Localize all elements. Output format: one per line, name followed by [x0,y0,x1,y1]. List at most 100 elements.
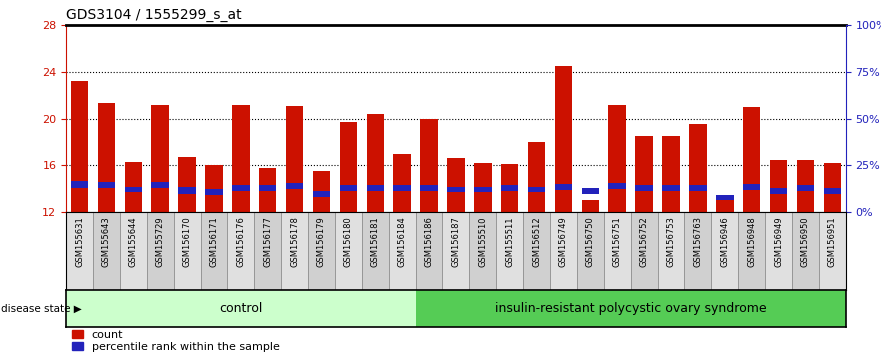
Bar [770,160,788,212]
Bar [389,212,416,290]
Bar [285,183,303,189]
Text: insulin-resistant polycystic ovary syndrome: insulin-resistant polycystic ovary syndr… [495,302,766,315]
Bar [308,212,335,290]
Bar [738,212,765,290]
Bar [232,185,249,191]
Text: GSM156176: GSM156176 [236,216,245,267]
Text: GSM156763: GSM156763 [693,216,702,267]
Bar [609,104,626,212]
Bar [362,212,389,290]
Bar [152,104,169,212]
Bar [609,183,626,189]
Bar [523,212,550,290]
Bar [394,154,411,212]
Bar [152,182,169,188]
Text: GSM156177: GSM156177 [263,216,272,267]
Text: GSM156184: GSM156184 [397,216,407,267]
Text: GSM156751: GSM156751 [612,216,622,267]
Bar [201,212,227,290]
Bar [335,212,362,290]
Bar [716,198,734,212]
Bar [470,212,496,290]
Bar [340,185,357,191]
Bar [581,200,599,212]
Bar [70,81,88,212]
Bar [663,136,680,212]
Text: GSM155510: GSM155510 [478,216,487,267]
Text: GSM156951: GSM156951 [828,216,837,267]
Bar [442,212,470,290]
Text: GSM156946: GSM156946 [721,216,729,267]
Text: control: control [219,302,263,315]
Bar [205,165,223,212]
Bar [716,195,734,200]
Text: disease state ▶: disease state ▶ [1,304,82,314]
Bar [420,185,438,191]
Bar [796,160,814,212]
Text: GSM156179: GSM156179 [317,216,326,267]
Bar [635,136,653,212]
Bar [501,164,518,212]
Text: GSM156171: GSM156171 [210,216,218,267]
Bar [448,159,464,212]
Bar [501,185,518,191]
Bar [255,212,281,290]
Text: GSM156181: GSM156181 [371,216,380,267]
Text: GSM155644: GSM155644 [129,216,137,267]
Bar [313,171,330,212]
Bar [205,189,223,195]
Bar [555,66,572,212]
Text: GSM156949: GSM156949 [774,216,783,267]
Bar [770,188,788,194]
Text: GSM155643: GSM155643 [102,216,111,267]
Text: GSM155511: GSM155511 [505,216,515,267]
Text: GSM156752: GSM156752 [640,216,648,267]
Bar [555,184,572,190]
Bar [743,184,760,190]
Text: GSM156948: GSM156948 [747,216,756,267]
Bar [635,185,653,191]
Bar [340,122,357,212]
Bar [232,104,249,212]
Bar [120,212,147,290]
Bar [420,119,438,212]
Bar [448,187,464,193]
Text: GSM155729: GSM155729 [156,216,165,267]
Bar [416,290,846,327]
Bar [147,212,174,290]
Bar [765,212,792,290]
Bar [70,181,88,188]
Text: GSM156180: GSM156180 [344,216,353,267]
Bar [124,187,142,193]
Bar [394,185,411,191]
Bar [743,107,760,212]
Bar [281,212,308,290]
Bar [824,163,841,212]
Bar [657,212,685,290]
Legend: count, percentile rank within the sample: count, percentile rank within the sample [71,330,279,352]
Bar [174,212,201,290]
Text: GSM156178: GSM156178 [290,216,300,267]
Bar [496,212,523,290]
Bar [528,187,545,193]
Bar [631,212,657,290]
Bar [474,187,492,193]
Bar [259,185,277,191]
Bar [98,182,115,188]
Bar [711,212,738,290]
Text: GSM156512: GSM156512 [532,216,541,267]
Text: GSM156187: GSM156187 [451,216,461,267]
Bar [124,162,142,212]
Bar [366,185,384,191]
Text: GSM156186: GSM156186 [425,216,433,267]
Bar [366,114,384,212]
Text: GSM156753: GSM156753 [667,216,676,267]
Bar [66,212,93,290]
Text: GSM156749: GSM156749 [559,216,568,267]
Bar [689,125,707,212]
Bar [689,185,707,191]
Bar [824,188,841,194]
Bar [796,185,814,191]
Bar [227,212,255,290]
Text: GSM155631: GSM155631 [75,216,84,267]
